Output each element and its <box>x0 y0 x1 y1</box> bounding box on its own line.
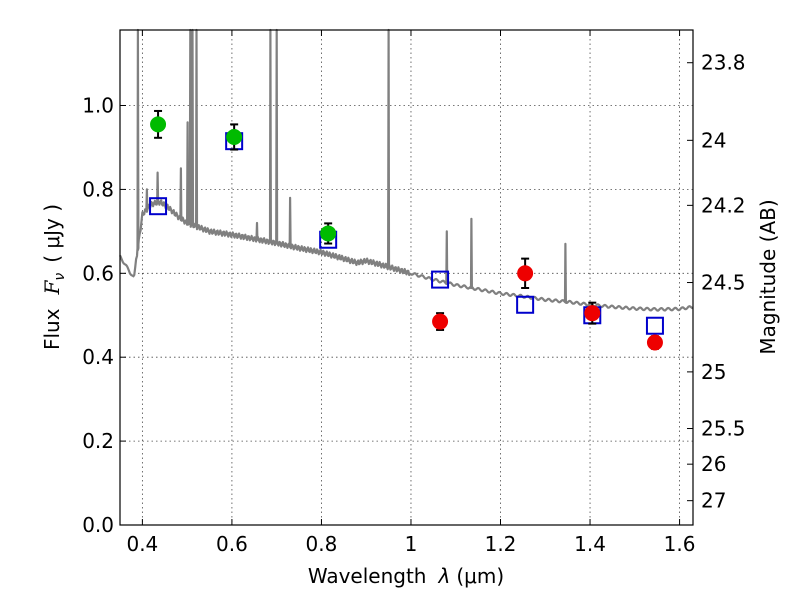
x-tick-label: 1.6 <box>664 532 696 556</box>
spectrum-layer <box>119 28 694 312</box>
y-tick-label: 0.4 <box>82 345 114 369</box>
y-axis-title: FluxFν( μJy ) <box>40 204 68 350</box>
ticks-layer: 0.4 0.6 0.8 1 1.2 1.4 1.6 0.0 0.2 0.4 0.6 0.8 1.0 23.… <box>82 30 746 556</box>
x-tick-label: 0.8 <box>306 532 338 556</box>
observed-point-marker <box>517 265 534 282</box>
x-tick-label: 1.4 <box>574 532 606 556</box>
y-tick-label: 0.2 <box>82 429 114 453</box>
y-tick-label: 0.8 <box>82 177 114 201</box>
y-tick-label: 0.6 <box>82 261 114 285</box>
model-square-marker <box>645 316 664 335</box>
y2-tick-label: 24.5 <box>701 271 746 295</box>
x-tick-label: 0.6 <box>216 532 248 556</box>
model-square-marker <box>516 295 535 314</box>
y2-tick-label: 27 <box>701 489 726 513</box>
y2-tick-label: 25 <box>701 360 726 384</box>
y-tick-label: 1.0 <box>82 94 114 118</box>
y2-tick-label: 24.2 <box>701 193 746 217</box>
spectrum-line <box>119 28 694 312</box>
x-tick-label: 0.4 <box>126 532 158 556</box>
model-square-marker <box>431 270 450 289</box>
x-tick-label: 1.2 <box>485 532 517 556</box>
x-tick-label: 1 <box>405 532 418 556</box>
y-tick-label: 0.0 <box>82 513 114 537</box>
observed-point-marker <box>646 334 663 351</box>
y2-tick-label: 25.5 <box>701 417 746 441</box>
plot-frame <box>119 29 694 526</box>
grid-layer <box>120 30 693 525</box>
observed-point-marker <box>432 313 449 330</box>
observed-point-marker <box>150 116 167 133</box>
observed-point-marker <box>584 305 601 322</box>
observed-point-marker <box>226 128 243 145</box>
y2-tick-label: 23.8 <box>701 51 746 75</box>
markers-layer <box>149 109 664 351</box>
x-axis-title: Wavelength λ (μm) <box>308 564 504 588</box>
observed-point-marker <box>320 225 337 242</box>
model-square-marker <box>149 197 168 216</box>
y2-tick-label: 24 <box>701 128 726 152</box>
y2-tick-label: 26 <box>701 452 726 476</box>
y2-axis-title: Magnitude (AB) <box>756 199 780 354</box>
